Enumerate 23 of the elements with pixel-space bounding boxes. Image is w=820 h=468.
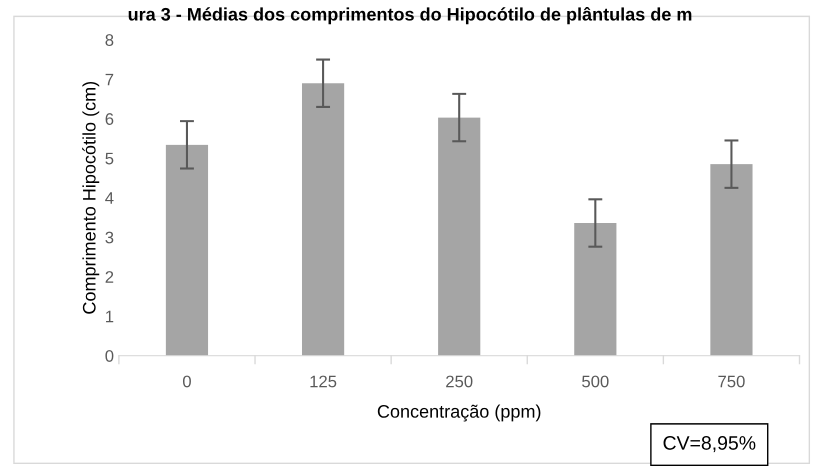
bar (574, 223, 616, 356)
bar (302, 83, 344, 356)
bar (166, 144, 208, 356)
x-tick-label: 750 (718, 376, 745, 388)
bar (438, 118, 480, 356)
x-tick-label: 250 (446, 376, 472, 388)
y-tick-label: 0 (105, 350, 114, 362)
y-tick-label: 1 (106, 310, 114, 322)
x-axis-title: Concentração (ppm) (378, 404, 540, 422)
y-tick-label: 2 (106, 271, 114, 283)
x-tick-label: 500 (582, 376, 609, 388)
x-tick-label: 125 (310, 376, 336, 388)
text: CV=8,95% (664, 436, 756, 452)
y-tick-label: 6 (106, 113, 114, 125)
y-tick-label: 7 (106, 74, 114, 86)
y-tick-label: 4 (105, 192, 114, 204)
x-tick-label: 0 (182, 376, 191, 388)
y-axis-title: Comprimento Hipocótilo (cm) (82, 82, 100, 314)
y-tick-label: 8 (105, 34, 114, 46)
y-tick-label: 3 (105, 232, 114, 244)
chart-title: ura 3 - Médias dos comprimentos do Hipocótilo de plântulas de m (128, 7, 692, 24)
bar (710, 164, 753, 356)
y-tick-label: 5 (105, 152, 114, 164)
